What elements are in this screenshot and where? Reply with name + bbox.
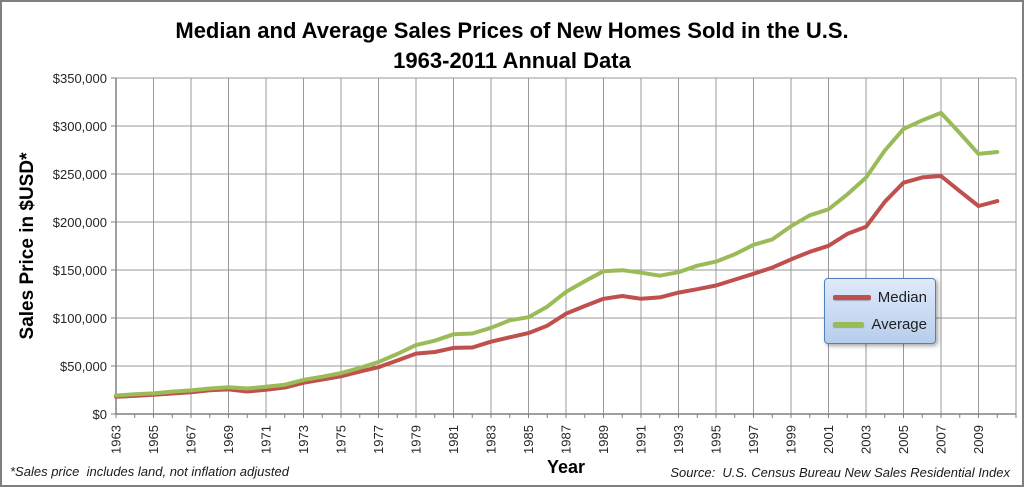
x-tick-label: 1987: [559, 425, 574, 454]
x-tick-label: 1981: [446, 425, 461, 454]
x-tick-label: 2005: [896, 425, 911, 454]
x-tick-label: 1979: [409, 425, 424, 454]
y-tick-label: $200,000: [53, 215, 107, 230]
y-tick-label: $300,000: [53, 119, 107, 134]
x-tick-label: 1985: [521, 425, 536, 454]
x-axis-title: Year: [546, 457, 586, 477]
median-line-swatch: [833, 295, 871, 300]
x-tick-label: 1997: [746, 425, 761, 454]
y-tick-label: $50,000: [60, 359, 107, 374]
average-line: [114, 110, 1000, 398]
legend-label-average: Average: [871, 316, 927, 333]
legend-item-average: Average: [833, 316, 927, 333]
x-tick-label: 1973: [296, 425, 311, 454]
x-tick-label: 1983: [484, 425, 499, 454]
x-tick-label: 1989: [596, 425, 611, 454]
x-tick-label: 1977: [371, 425, 386, 454]
x-tick-label: 1967: [184, 425, 199, 454]
chart-title: Median and Average Sales Prices of New H…: [175, 18, 849, 43]
average-line-swatch: [833, 322, 865, 327]
chart-subtitle: 1963-2011 Annual Data: [393, 48, 631, 73]
y-tick-label: $150,000: [53, 263, 107, 278]
legend-item-median: Median: [833, 289, 927, 306]
x-tick-label: 1975: [334, 425, 349, 454]
y-tick-label: $0: [93, 407, 107, 422]
legend: Median Average: [824, 278, 936, 344]
y-tick-label: $100,000: [53, 311, 107, 326]
x-tick-label: 1969: [221, 425, 236, 454]
median-line: [114, 174, 1000, 399]
legend-label-median: Median: [877, 289, 927, 306]
x-tick-label: 1963: [109, 425, 124, 454]
y-tick-label: $250,000: [53, 167, 107, 182]
x-tick-label: 2009: [971, 425, 986, 454]
x-tick-label: 1993: [671, 425, 686, 454]
x-tick-label: 1971: [259, 425, 274, 454]
x-tick-label: 1995: [709, 425, 724, 454]
y-tick-label: $350,000: [53, 71, 107, 86]
x-tick-label: 2003: [859, 425, 874, 454]
x-tick-label: 1991: [634, 425, 649, 454]
x-tick-label: 2001: [821, 425, 836, 454]
x-tick-label: 1999: [784, 425, 799, 454]
x-tick-label: 2007: [934, 425, 949, 454]
footnote: *Sales price includes land, not inflatio…: [10, 464, 289, 479]
source-credit: Source: U.S. Census Bureau New Sales Res…: [670, 465, 1010, 480]
x-tick-label: 1965: [146, 425, 161, 454]
